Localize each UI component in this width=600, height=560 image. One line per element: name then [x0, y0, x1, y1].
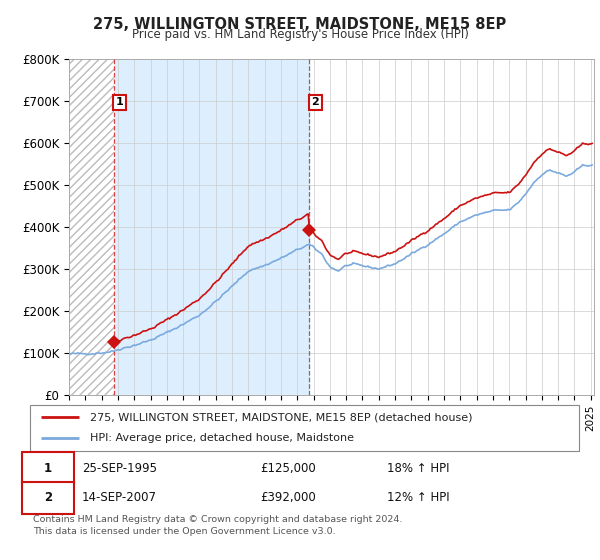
Text: 12% ↑ HPI: 12% ↑ HPI: [387, 491, 449, 505]
Text: 25-SEP-1995: 25-SEP-1995: [82, 461, 157, 475]
Text: 2: 2: [311, 97, 319, 108]
Text: 1: 1: [116, 97, 124, 108]
Text: 14-SEP-2007: 14-SEP-2007: [82, 491, 157, 505]
Text: Contains HM Land Registry data © Crown copyright and database right 2024.
This d: Contains HM Land Registry data © Crown c…: [33, 515, 403, 536]
Text: HPI: Average price, detached house, Maidstone: HPI: Average price, detached house, Maid…: [91, 433, 355, 444]
FancyBboxPatch shape: [22, 452, 74, 484]
FancyBboxPatch shape: [22, 482, 74, 514]
Text: 275, WILLINGTON STREET, MAIDSTONE, ME15 8EP (detached house): 275, WILLINGTON STREET, MAIDSTONE, ME15 …: [91, 412, 473, 422]
FancyBboxPatch shape: [30, 405, 579, 451]
Bar: [69, 59, 113, 395]
Text: 2: 2: [44, 491, 52, 505]
Bar: [113, 59, 309, 395]
Text: 275, WILLINGTON STREET, MAIDSTONE, ME15 8EP: 275, WILLINGTON STREET, MAIDSTONE, ME15 …: [94, 17, 506, 32]
Text: 18% ↑ HPI: 18% ↑ HPI: [387, 461, 449, 475]
Bar: [69, 59, 113, 395]
Text: £125,000: £125,000: [260, 461, 316, 475]
Text: 1: 1: [44, 461, 52, 475]
Text: Price paid vs. HM Land Registry's House Price Index (HPI): Price paid vs. HM Land Registry's House …: [131, 28, 469, 41]
Text: £392,000: £392,000: [260, 491, 316, 505]
